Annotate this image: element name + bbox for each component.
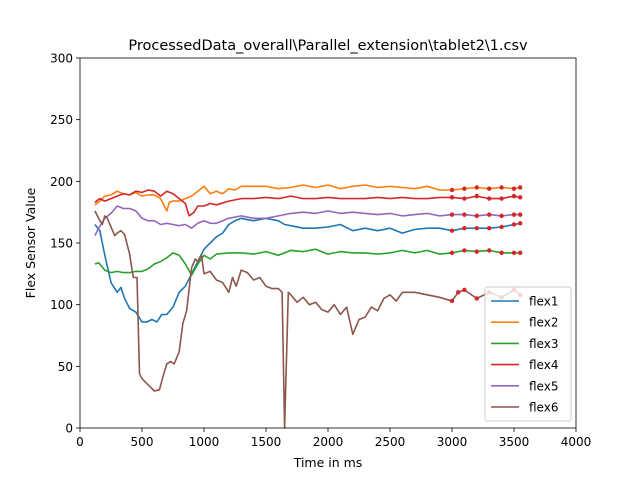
data-point-flex3 [462,248,467,253]
data-point-flex1 [474,226,479,231]
y-tick-label: 250 [50,113,73,127]
data-point-flex4 [474,193,479,199]
data-point-flex3 [499,250,504,256]
x-tick-label: 2000 [313,435,344,449]
series-line-flex6 [94,210,521,429]
data-point-flex2 [487,186,492,191]
x-axis-label: Time in ms [293,455,363,470]
series-line-flex4 [94,189,521,217]
legend-label: flex2 [529,316,558,330]
legend-label: flex4 [529,358,558,372]
legend-box [484,286,572,422]
data-point-flex6 [449,298,455,304]
series-line-flex5 [94,205,521,236]
y-tick-label: 300 [50,52,73,66]
x-tick-label: 500 [131,435,154,449]
data-point-flex4 [511,193,517,199]
data-point-flex4 [449,195,455,200]
x-tick-label: 4000 [561,435,592,449]
x-tick-label: 1500 [251,435,282,449]
y-tick-label: 200 [50,175,73,189]
data-point-flex5 [499,213,504,219]
data-point-flex4 [487,196,492,201]
y-tick-label: 50 [58,360,73,374]
data-point-flex1 [449,228,455,233]
legend-label: flex1 [529,295,558,309]
x-tick-label: 0 [76,435,84,449]
data-point-flex4 [462,196,467,201]
x-tick-label: 3500 [499,435,530,449]
x-axis: 0 500 1000 1500 2000 2500 3000 3500 4000 [76,428,591,449]
data-point-flex3 [487,248,492,253]
chart-title: ProcessedData_overall\Parallel_extension… [128,38,528,54]
data-point-flex2 [499,185,504,190]
y-tick-label: 150 [50,237,73,251]
data-point-flex1 [499,224,504,230]
data-point-flex3 [511,250,517,256]
legend: flex1 flex2 flex3 flex4 flex5 flex6 [484,286,572,422]
legend-label: flex5 [529,379,558,393]
data-point-flex4 [518,195,523,200]
data-point-flex6 [456,290,461,295]
series-line-flex2 [94,184,521,212]
data-point-flex1 [487,226,492,231]
data-point-flex2 [462,186,467,191]
data-point-flex5 [449,212,455,217]
data-point-flex6 [462,287,467,293]
y-tick-label: 0 [65,422,73,436]
data-point-flex5 [511,212,517,217]
series-line-flex3 [94,248,521,276]
data-point-flex5 [474,213,479,219]
data-point-flex5 [462,212,467,217]
data-point-flex6 [474,296,479,301]
data-point-flex3 [474,249,479,254]
data-point-flex2 [449,187,455,193]
data-point-flex4 [499,196,504,201]
data-point-flex3 [449,250,455,256]
x-tick-label: 1000 [189,435,220,449]
data-point-flex5 [487,212,492,217]
y-axis: 0 50 100 150 200 250 300 [50,52,80,436]
y-axis-label: Flex Sensor Value [23,187,38,298]
data-point-flex2 [474,185,479,190]
legend-label: flex3 [529,337,558,351]
x-tick-label: 2500 [375,435,406,449]
data-point-flex2 [511,186,517,191]
data-point-flex1 [518,221,523,226]
data-point-flex2 [518,185,523,190]
legend-label: flex6 [529,401,558,415]
data-point-flex5 [518,212,523,217]
data-point-flex1 [511,222,517,227]
data-point-flex1 [462,226,467,231]
y-tick-label: 100 [50,298,73,312]
x-tick-label: 3000 [437,435,468,449]
data-point-flex3 [518,250,523,256]
